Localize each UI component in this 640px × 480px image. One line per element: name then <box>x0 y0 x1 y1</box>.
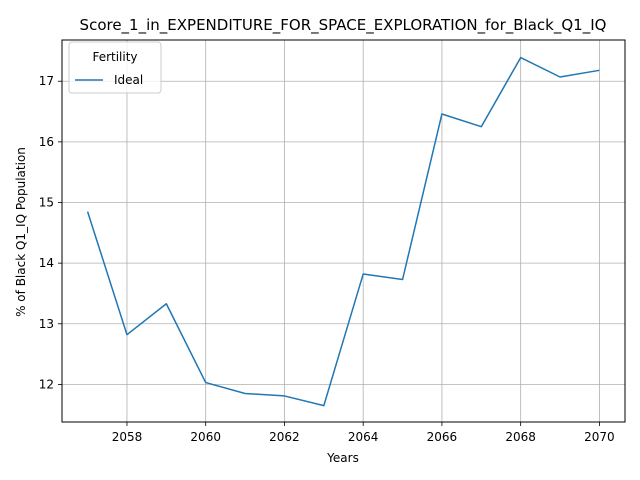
y-tick-label: 16 <box>39 135 54 149</box>
y-tick-label: 14 <box>39 256 54 270</box>
y-tick-label: 13 <box>39 317 54 331</box>
y-tick-label: 17 <box>39 74 54 88</box>
y-tick-label: 15 <box>39 196 54 210</box>
series-layer <box>86 56 600 407</box>
y-axis-label: % of Black Q1_IQ Population <box>14 147 28 317</box>
chart-title: Score_1_in_EXPENDITURE_FOR_SPACE_EXPLORA… <box>80 16 607 35</box>
plot-frame <box>61 39 626 423</box>
legend-title: Fertility <box>92 50 137 64</box>
y-axis: 12 13 14 15 16 17 <box>39 74 62 391</box>
x-tick-label: 2062 <box>269 430 300 444</box>
x-tick-label: 2058 <box>112 430 143 444</box>
grid <box>62 40 625 422</box>
x-tick-label: 2064 <box>348 430 379 444</box>
x-tick-label: 2060 <box>190 430 221 444</box>
x-tick-label: 2068 <box>505 430 536 444</box>
x-tick-label: 2070 <box>584 430 615 444</box>
legend-label-ideal: Ideal <box>114 73 143 87</box>
x-axis: 2058 2060 2062 2064 2066 2068 2070 <box>112 422 615 444</box>
y-tick-label: 12 <box>39 377 54 391</box>
series-line-ideal <box>86 56 600 407</box>
x-tick-label: 2066 <box>427 430 458 444</box>
legend: Fertility Ideal <box>68 41 162 94</box>
x-axis-label: Years <box>326 451 359 465</box>
